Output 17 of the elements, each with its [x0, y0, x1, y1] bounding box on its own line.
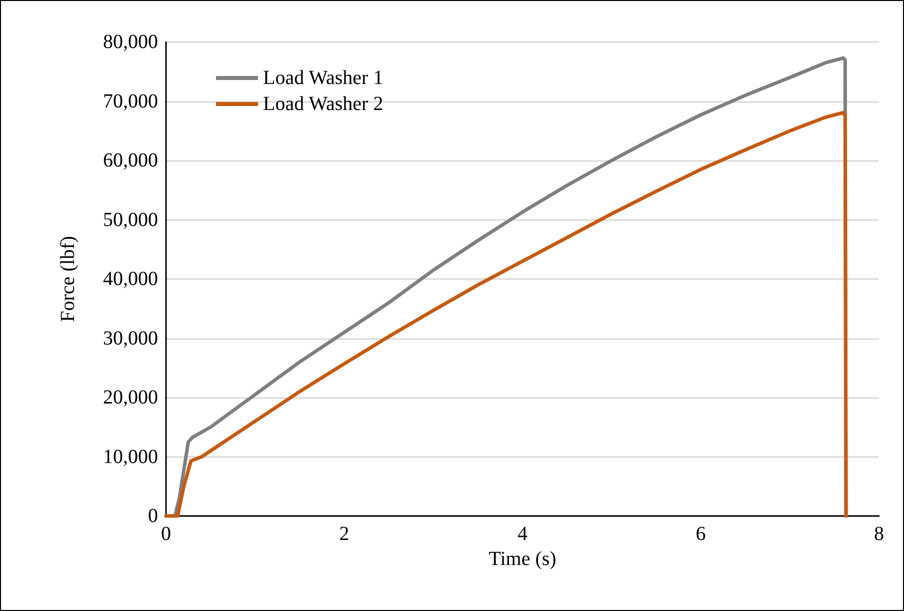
- legend-label: Load Washer 1: [263, 67, 384, 89]
- y-tick-label: 20,000: [103, 386, 158, 408]
- x-tick-label: 2: [339, 523, 350, 545]
- y-tick-label: 0: [148, 505, 158, 527]
- y-tick-label: 70,000: [103, 90, 158, 112]
- x-tick-label: 8: [874, 523, 884, 545]
- y-tick-label: 50,000: [103, 208, 158, 231]
- x-tick-label: 4: [518, 523, 528, 545]
- x-tick-label: 6: [696, 523, 706, 545]
- y-tick-label: 40,000: [103, 268, 158, 290]
- y-tick-label: 60,000: [103, 150, 158, 172]
- y-axis-title: Force (lbf): [57, 236, 79, 322]
- y-tick-label: 10,000: [103, 446, 158, 468]
- y-tick-label: 80,000: [103, 31, 158, 53]
- legend-label: Load Washer 2: [263, 93, 384, 115]
- x-axis-title: Time (s): [488, 548, 556, 570]
- y-tick-label: 30,000: [103, 327, 158, 350]
